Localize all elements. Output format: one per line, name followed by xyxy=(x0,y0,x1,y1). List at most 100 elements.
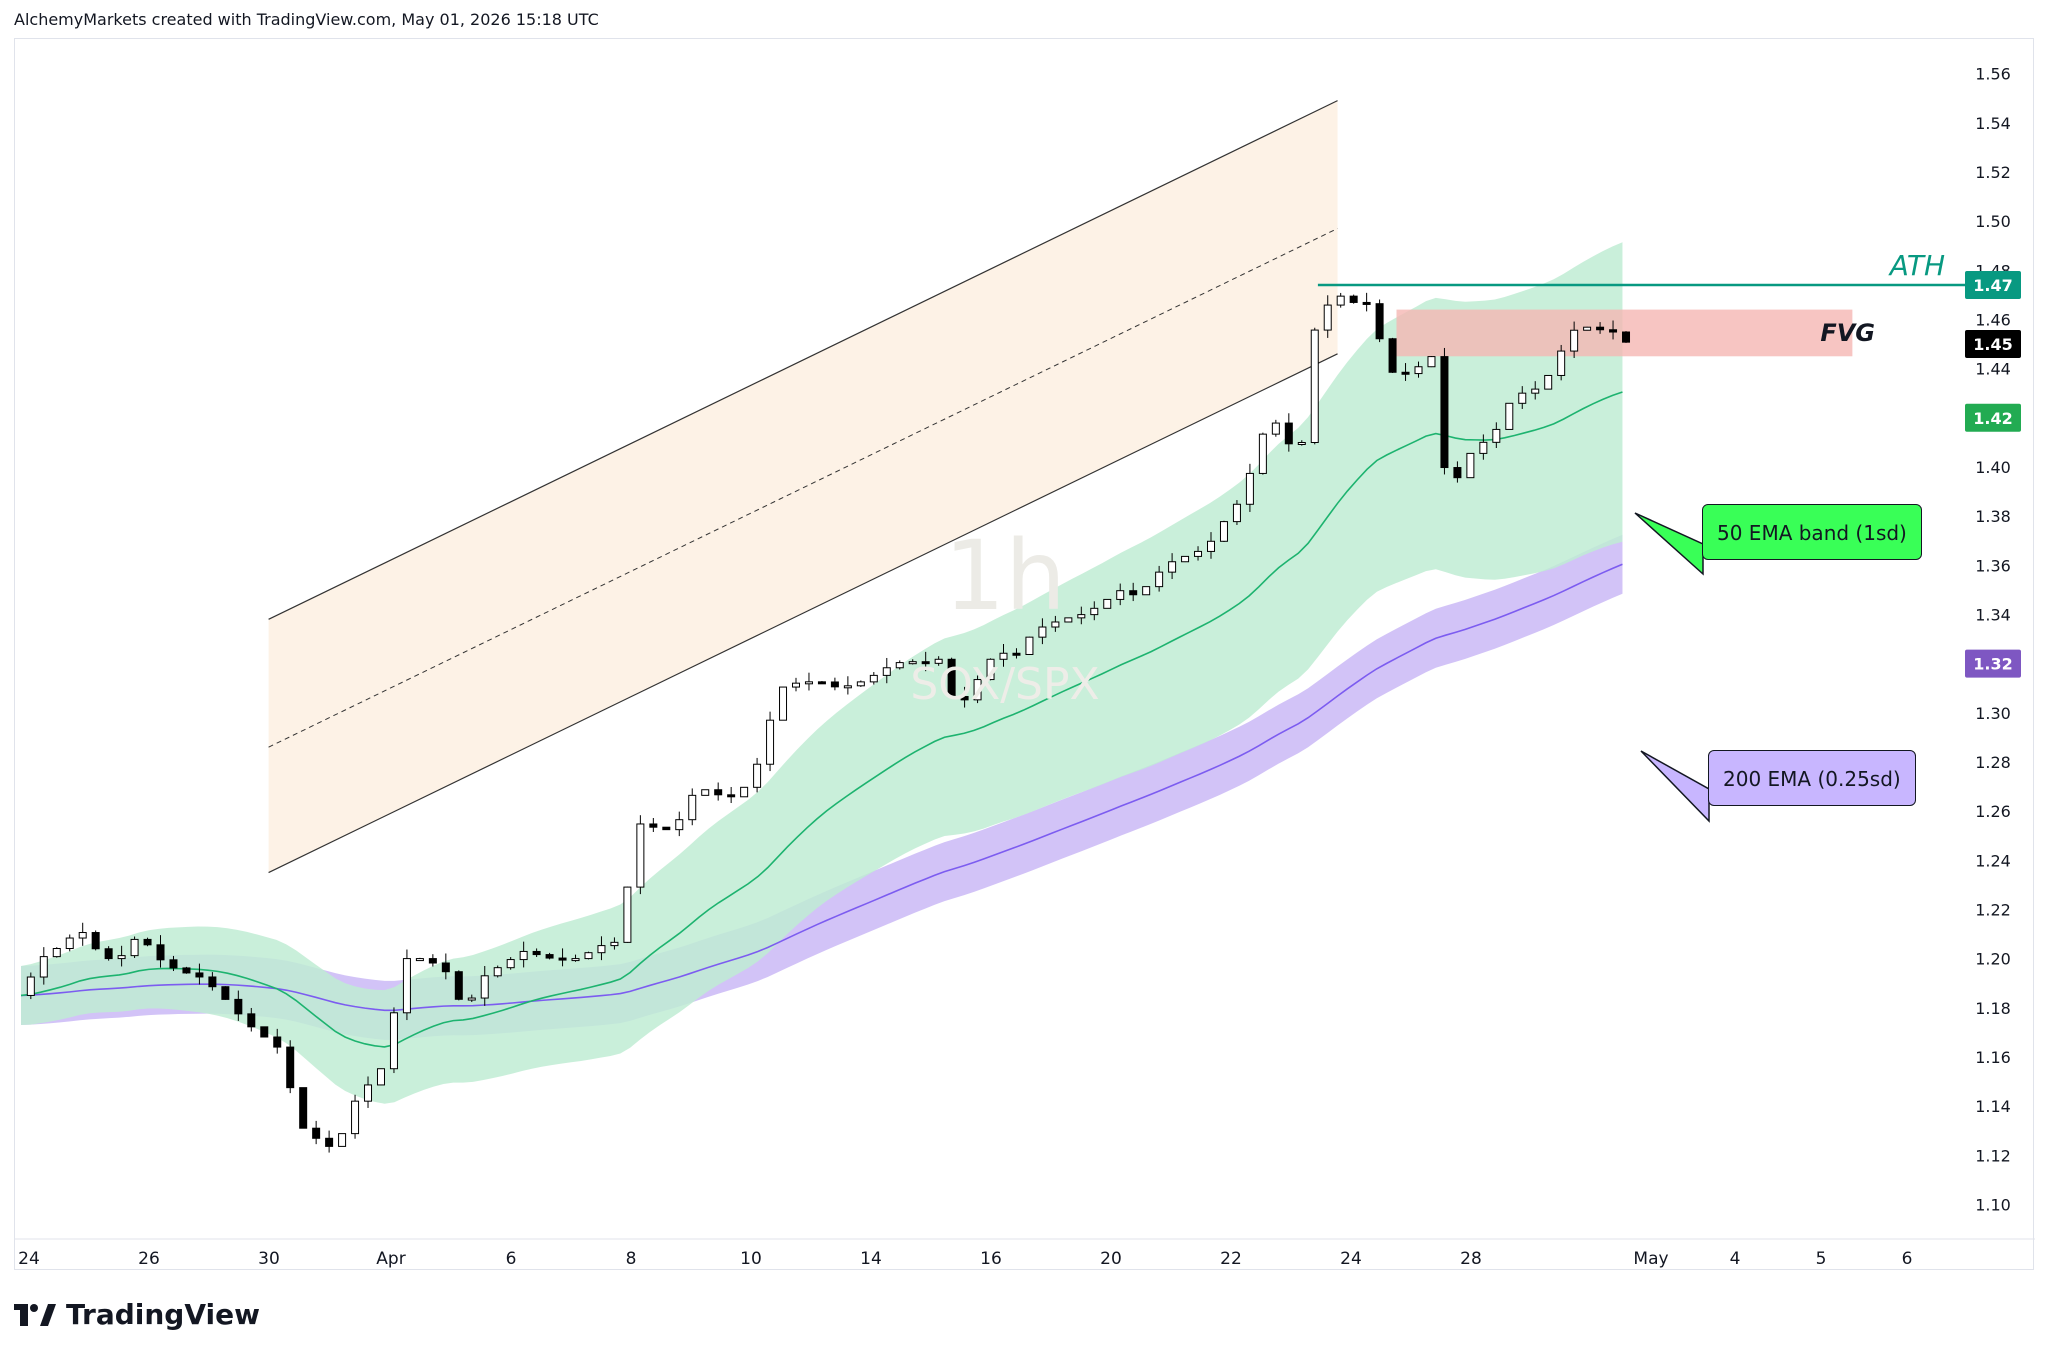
candle[interactable] xyxy=(506,959,515,969)
candle[interactable] xyxy=(804,681,813,685)
candle[interactable] xyxy=(701,789,710,796)
candle[interactable] xyxy=(26,976,35,996)
candle[interactable] xyxy=(117,955,126,960)
candle[interactable] xyxy=(1531,388,1540,394)
candle[interactable] xyxy=(1116,590,1125,600)
candle[interactable] xyxy=(156,944,165,961)
candle[interactable] xyxy=(921,661,930,665)
candle[interactable] xyxy=(1103,598,1112,609)
candle[interactable] xyxy=(195,972,204,978)
candle[interactable] xyxy=(779,686,788,721)
candle[interactable] xyxy=(753,763,762,788)
candle[interactable] xyxy=(973,679,982,701)
candle[interactable] xyxy=(325,1137,334,1147)
candle[interactable] xyxy=(428,958,437,964)
candle[interactable] xyxy=(1129,590,1138,596)
candle[interactable] xyxy=(221,986,230,1000)
candle[interactable] xyxy=(1194,550,1203,557)
candle[interactable] xyxy=(1336,295,1345,306)
channel-upper-line[interactable] xyxy=(268,100,1338,620)
candle[interactable] xyxy=(1401,371,1410,375)
candle[interactable] xyxy=(312,1127,321,1139)
candle[interactable] xyxy=(78,932,87,939)
candle[interactable] xyxy=(1012,652,1021,656)
candle[interactable] xyxy=(1155,571,1164,588)
candle[interactable] xyxy=(532,950,541,956)
candle[interactable] xyxy=(610,941,619,947)
candle[interactable] xyxy=(1453,467,1462,479)
candle[interactable] xyxy=(999,652,1008,660)
candle[interactable] xyxy=(299,1087,308,1129)
candle[interactable] xyxy=(1362,301,1371,305)
candle[interactable] xyxy=(1142,586,1151,596)
candle[interactable] xyxy=(1051,621,1060,628)
candle[interactable] xyxy=(1518,392,1527,404)
candle[interactable] xyxy=(493,967,502,977)
chart-plot[interactable]: 1h SOX/SPX ATH FVG 1.10 1.12 1.14 1.16 1.18 1.20 1… xyxy=(15,39,2035,1271)
candle[interactable] xyxy=(584,952,593,960)
candle[interactable] xyxy=(740,786,749,798)
candle[interactable] xyxy=(1181,555,1190,563)
candle[interactable] xyxy=(1375,303,1384,340)
candle[interactable] xyxy=(39,956,48,978)
candle[interactable] xyxy=(714,789,723,796)
candle[interactable] xyxy=(727,794,736,798)
candle[interactable] xyxy=(908,661,917,665)
candle[interactable] xyxy=(1219,521,1228,542)
candle[interactable] xyxy=(1609,329,1618,333)
candle[interactable] xyxy=(558,957,567,961)
candle[interactable] xyxy=(1025,636,1034,655)
candle[interactable] xyxy=(1388,338,1397,373)
candle[interactable] xyxy=(1245,472,1254,505)
candle[interactable] xyxy=(1258,433,1267,474)
candle[interactable] xyxy=(986,658,995,681)
candle[interactable] xyxy=(1570,329,1579,352)
candle[interactable] xyxy=(208,976,217,988)
candle[interactable] xyxy=(182,967,191,974)
candle[interactable] xyxy=(467,997,476,1001)
candle[interactable] xyxy=(545,954,554,959)
candle[interactable] xyxy=(571,958,580,962)
candle[interactable] xyxy=(480,975,489,999)
candle[interactable] xyxy=(338,1133,347,1147)
candle[interactable] xyxy=(1349,295,1358,303)
candle[interactable] xyxy=(351,1100,360,1135)
candle[interactable] xyxy=(830,681,839,688)
candle[interactable] xyxy=(869,674,878,683)
candle[interactable] xyxy=(843,685,852,689)
candle[interactable] xyxy=(662,826,671,831)
candle[interactable] xyxy=(273,1036,282,1048)
candle[interactable] xyxy=(1207,540,1216,552)
candle[interactable] xyxy=(1505,402,1514,430)
candle[interactable] xyxy=(104,948,113,960)
candle[interactable] xyxy=(389,1012,398,1070)
candle[interactable] xyxy=(454,971,463,1000)
candle[interactable] xyxy=(597,945,606,954)
candle[interactable] xyxy=(636,823,645,888)
candle[interactable] xyxy=(441,962,450,973)
candle[interactable] xyxy=(947,658,956,698)
candle[interactable] xyxy=(402,958,411,1014)
candle[interactable] xyxy=(1284,422,1293,445)
candle[interactable] xyxy=(623,886,632,943)
candle[interactable] xyxy=(960,696,969,701)
candle[interactable] xyxy=(649,823,658,828)
candle[interactable] xyxy=(169,959,178,969)
candle[interactable] xyxy=(895,662,904,669)
chart-frame[interactable]: 1h SOX/SPX ATH FVG 1.10 1.12 1.14 1.16 1.18 1.20 1… xyxy=(14,38,2035,1271)
candle[interactable] xyxy=(65,937,74,950)
candle[interactable] xyxy=(415,958,424,962)
candle[interactable] xyxy=(286,1046,295,1089)
candle[interactable] xyxy=(519,950,528,961)
candle[interactable] xyxy=(1297,441,1306,445)
candle[interactable] xyxy=(1271,422,1280,435)
candle[interactable] xyxy=(52,948,61,958)
candle[interactable] xyxy=(1064,617,1073,623)
candle[interactable] xyxy=(1479,441,1488,454)
candle[interactable] xyxy=(1310,329,1319,443)
candle[interactable] xyxy=(1077,614,1086,619)
candle[interactable] xyxy=(1466,452,1475,479)
candle[interactable] xyxy=(1232,503,1241,523)
candle[interactable] xyxy=(247,1013,256,1028)
candle[interactable] xyxy=(817,681,826,685)
